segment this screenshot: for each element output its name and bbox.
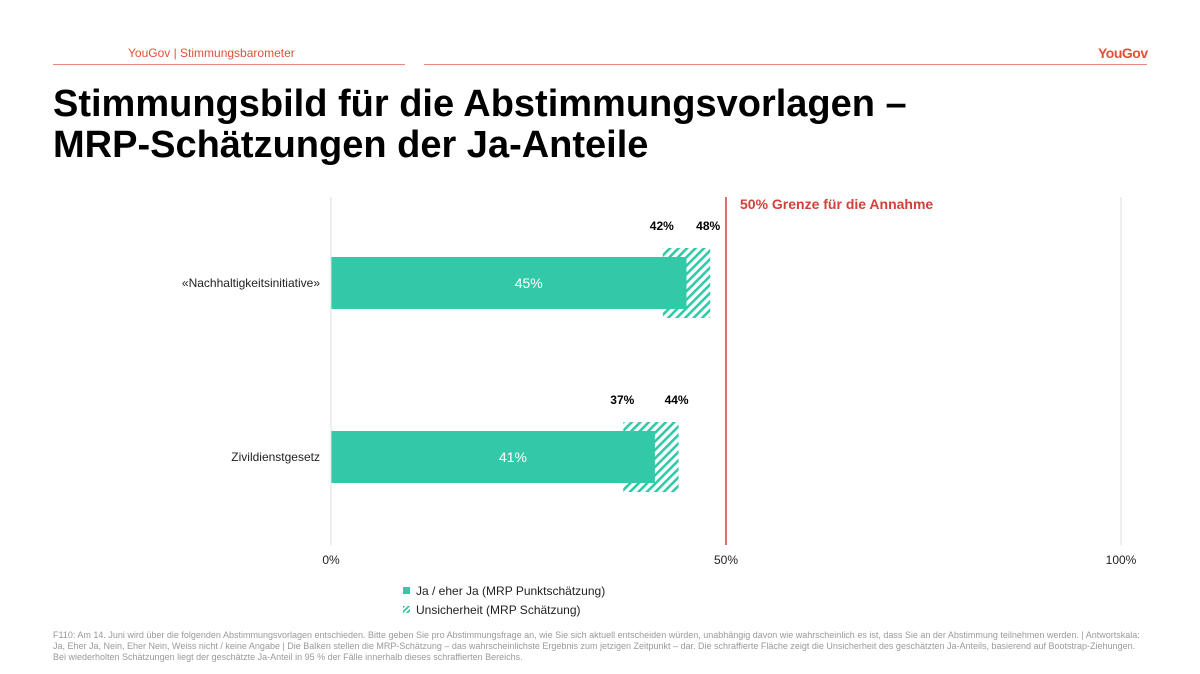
x-tick-label: 0% — [322, 553, 340, 567]
brand-logo: YouGov — [1098, 45, 1148, 61]
x-tick-label: 100% — [1106, 553, 1137, 567]
legend-swatch-hatch — [403, 606, 410, 613]
header-divider-left — [53, 64, 405, 65]
page-title: Stimmungsbild für die Abstimmungsvorlage… — [53, 84, 1153, 166]
chart-legend: Ja / eher Ja (MRP Punktschätzung) Unsich… — [403, 581, 605, 619]
uncertainty-low-label: 42% — [650, 219, 674, 233]
uncertainty-high-label: 44% — [665, 393, 689, 407]
footnote: F110: Am 14. Juni wird über die folgende… — [53, 630, 1140, 662]
x-tick-label: 50% — [714, 553, 738, 567]
uncertainty-high-label: 48% — [696, 219, 720, 233]
legend-item-point-estimate: Ja / eher Ja (MRP Punktschätzung) — [403, 581, 605, 600]
threshold-label: 50% Grenze für die Annahme — [740, 196, 933, 212]
bar-value-label: 41% — [499, 449, 527, 465]
legend-label-uncertainty: Unsicherheit (MRP Schätzung) — [416, 602, 581, 617]
page-title-line-2: MRP-Schätzungen der Ja-Anteile — [53, 124, 649, 166]
page-title-line-1: Stimmungsbild für die Abstimmungsvorlage… — [53, 83, 907, 125]
bar-point-estimate — [331, 257, 687, 309]
legend-label-point-estimate: Ja / eher Ja (MRP Punktschätzung) — [416, 583, 606, 598]
category-label: «Nachhaltigkeitsinitiative» — [182, 276, 320, 290]
header-source-label: YouGov | Stimmungsbarometer — [128, 46, 295, 60]
category-label: Zivildienstgesetz — [231, 450, 320, 464]
legend-swatch-solid — [403, 587, 410, 594]
bar-point-estimate — [331, 431, 655, 483]
legend-item-uncertainty: Unsicherheit (MRP Schätzung) — [403, 600, 605, 619]
bar-value-label: 45% — [515, 275, 543, 291]
uncertainty-low-label: 37% — [610, 393, 634, 407]
header-divider-right — [424, 64, 1147, 65]
